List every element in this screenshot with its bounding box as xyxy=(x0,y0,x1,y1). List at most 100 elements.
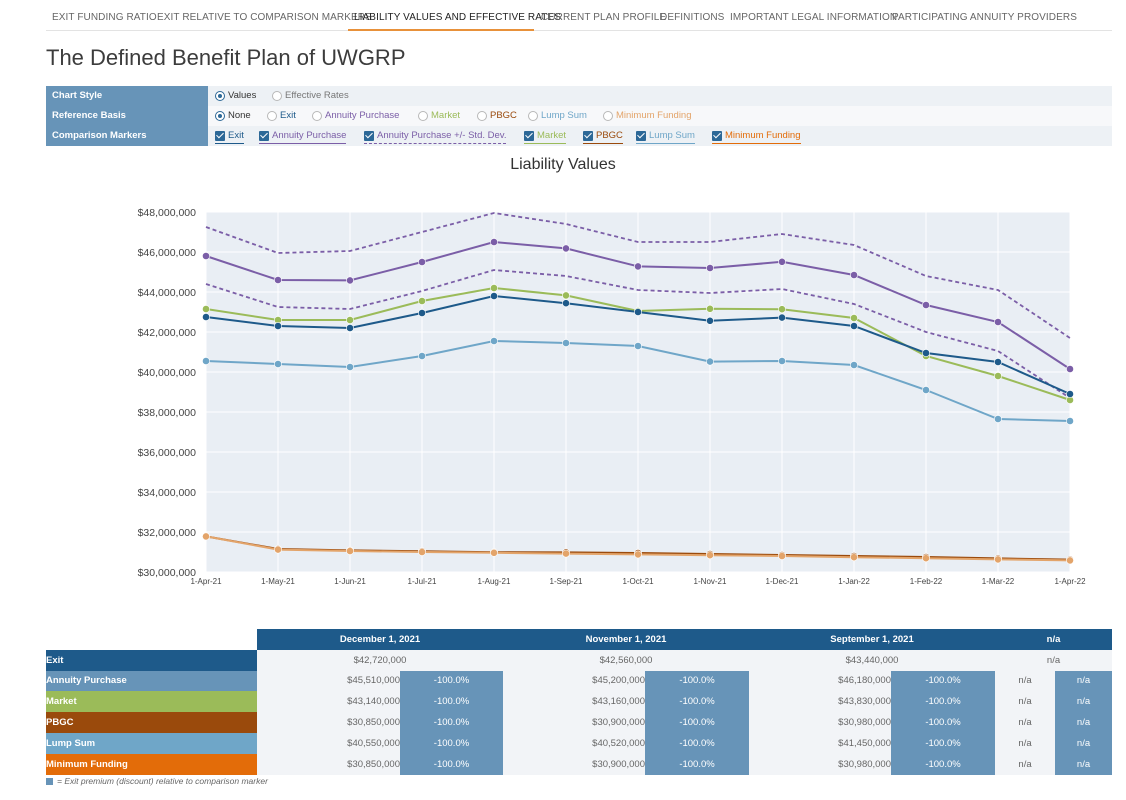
data-point-lump xyxy=(706,357,714,366)
radio-icon xyxy=(312,110,322,121)
tab-definitions[interactable]: DEFINITIONS xyxy=(660,12,725,23)
data-point-exit xyxy=(850,322,858,330)
radio-icon xyxy=(603,110,613,121)
value-cell: $30,900,000 xyxy=(503,712,645,733)
x-tick-label: 1-May-21 xyxy=(261,577,295,586)
value-cell: n/a xyxy=(995,753,1056,775)
x-tick-label: 1-Sep-21 xyxy=(550,577,583,586)
legend-swatch xyxy=(46,777,53,785)
table-corner xyxy=(46,629,257,650)
premium-cell: -100.0% xyxy=(645,712,750,733)
data-point-annuity xyxy=(706,264,714,272)
y-tick-label: $36,000,000 xyxy=(138,447,197,459)
column-header: December 1, 2021 xyxy=(257,629,503,650)
x-tick-label: 1-Dec-21 xyxy=(766,577,799,586)
marker-annuity-std-dev-checkbox[interactable]: Annuity Purchase +/- Std. Dev. xyxy=(364,130,507,144)
premium-cell: -100.0% xyxy=(400,753,503,775)
value-cell: $45,510,000 xyxy=(257,670,400,692)
marker-exit-checkbox[interactable]: Exit xyxy=(215,130,244,144)
checkbox-checked-icon xyxy=(636,130,646,141)
data-point-market xyxy=(418,297,426,305)
data-point-annuity xyxy=(1066,365,1074,373)
radio-icon xyxy=(477,110,487,121)
tab-exit-funding-ratio[interactable]: EXIT FUNDING RATIO xyxy=(52,12,157,23)
exit-value: n/a xyxy=(995,649,1113,671)
tab-exit-relative-comparison[interactable]: EXIT RELATIVE TO COMPARISON MARKERS xyxy=(157,12,372,23)
ref-lump-sum-radio[interactable]: Lump Sum xyxy=(528,110,587,121)
data-point-minfund xyxy=(202,532,210,541)
radio-icon xyxy=(272,90,282,101)
data-point-minfund xyxy=(922,554,930,563)
radio-icon xyxy=(267,110,277,121)
radio-icon xyxy=(528,110,538,121)
premium-cell: -100.0% xyxy=(645,691,750,713)
ref-market-radio[interactable]: Market xyxy=(418,110,460,121)
data-point-lump xyxy=(922,386,930,394)
ref-minimum-funding-radio[interactable]: Minimum Funding xyxy=(603,110,692,121)
premium-cell: -100.0% xyxy=(645,753,750,775)
ref-annuity-purchase-radio[interactable]: Annuity Purchase xyxy=(312,110,399,121)
data-point-exit xyxy=(562,299,570,308)
data-point-minfund xyxy=(562,549,570,558)
data-point-lump xyxy=(634,342,642,350)
data-point-annuity xyxy=(418,258,426,266)
chart-style-values-radio[interactable]: Values xyxy=(215,90,256,101)
data-point-exit xyxy=(490,292,498,300)
premium-cell: -100.0% xyxy=(645,670,750,692)
marker-lump-sum-checkbox[interactable]: Lump Sum xyxy=(636,130,695,144)
value-cell: $30,850,000 xyxy=(257,753,400,775)
data-point-annuity xyxy=(346,276,354,285)
x-tick-label: 1-Jan-22 xyxy=(838,577,870,586)
tab-legal-information[interactable]: IMPORTANT LEGAL INFORMATION xyxy=(730,12,898,23)
column-header: November 1, 2021 xyxy=(503,629,750,650)
marker-annuity-purchase-checkbox[interactable]: Annuity Purchase xyxy=(259,130,347,144)
data-point-annuity xyxy=(202,252,210,260)
premium-cell: -100.0% xyxy=(891,691,996,713)
exit-value: $42,560,000 xyxy=(503,649,750,671)
value-cell: n/a xyxy=(995,691,1056,713)
table-header-row: December 1, 2021 November 1, 2021 Septem… xyxy=(46,629,1113,650)
y-tick-label: $48,000,000 xyxy=(138,207,197,219)
data-point-annuity xyxy=(994,318,1002,326)
marker-market-checkbox[interactable]: Market xyxy=(524,130,567,144)
tab-liability-values[interactable]: LIABILITY VALUES AND EFFECTIVE RATES xyxy=(354,12,561,23)
ref-pbgc-radio[interactable]: PBGC xyxy=(477,110,517,121)
row-label: PBGC xyxy=(46,712,257,733)
x-tick-label: 1-Aug-21 xyxy=(478,577,511,586)
ref-none-radio[interactable]: None xyxy=(215,110,251,121)
radio-selected-icon xyxy=(215,110,225,121)
marker-minimum-funding-checkbox[interactable]: Minimum Funding xyxy=(712,130,801,144)
ref-exit-radio[interactable]: Exit xyxy=(267,110,296,121)
premium-cell: n/a xyxy=(1055,670,1113,692)
top-nav: EXIT FUNDING RATIO EXIT RELATIVE TO COMP… xyxy=(46,6,1112,31)
option-label: Minimum Funding xyxy=(616,110,692,121)
data-point-lump xyxy=(418,352,426,360)
page-title: The Defined Benefit Plan of UWGRP xyxy=(46,45,406,70)
chart-title: Liability Values xyxy=(510,156,616,173)
table-row: Market $43,140,000 -100.0% $43,160,000 -100.… xyxy=(46,691,1113,713)
option-label: Exit xyxy=(280,110,296,121)
tab-current-plan-profile[interactable]: CURRENT PLAN PROFILE xyxy=(541,12,667,23)
data-point-minfund xyxy=(850,553,858,562)
data-point-exit xyxy=(634,308,642,316)
value-cell: $45,200,000 xyxy=(503,670,645,692)
value-cell: $46,180,000 xyxy=(749,670,892,692)
chart-style-effective-rates-radio[interactable]: Effective Rates xyxy=(272,90,349,101)
row-label: Minimum Funding xyxy=(46,753,257,775)
marker-pbgc-checkbox[interactable]: PBGC xyxy=(583,130,623,144)
table-row: Minimum Funding $30,850,000 -100.0% $30,900… xyxy=(46,753,1113,775)
premium-cell: -100.0% xyxy=(891,670,996,692)
checkbox-checked-icon xyxy=(215,130,225,141)
x-tick-label: 1-Apr-22 xyxy=(1054,577,1086,586)
premium-cell: n/a xyxy=(1055,712,1113,733)
premium-cell: -100.0% xyxy=(891,732,996,754)
option-label: PBGC xyxy=(490,110,517,121)
x-tick-label: 1-Jul-21 xyxy=(408,577,437,586)
value-cell: $43,160,000 xyxy=(503,691,645,713)
data-point-lump xyxy=(490,337,498,345)
data-point-market xyxy=(562,291,570,300)
data-point-market xyxy=(994,372,1002,380)
data-point-market xyxy=(850,314,858,322)
tab-annuity-providers[interactable]: PARTICIPATING ANNUITY PROVIDERS xyxy=(892,12,1077,23)
y-tick-label: $44,000,000 xyxy=(138,287,197,299)
